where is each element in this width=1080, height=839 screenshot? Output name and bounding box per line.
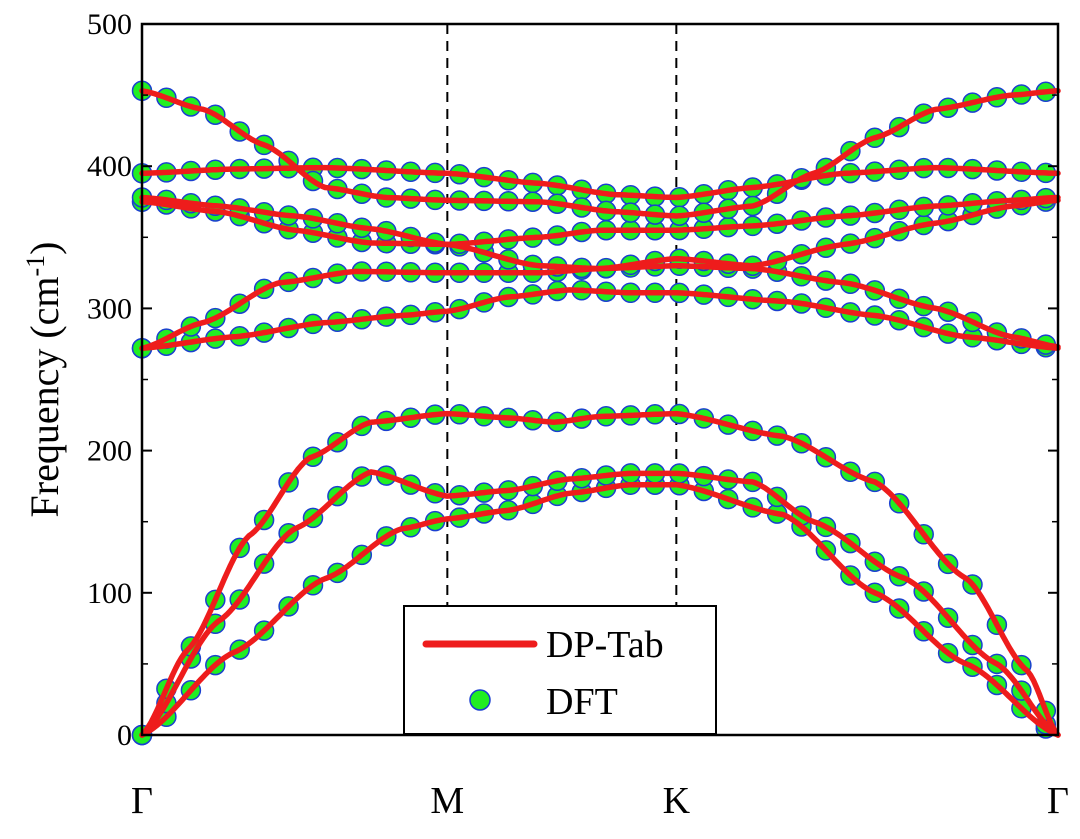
band-line-5 [139,197,1061,272]
legend: DP-Tab DFT [403,605,717,735]
y-tick-label: 300 [87,292,132,325]
band-line-3 [139,287,1061,351]
band-line-2 [139,410,1061,738]
y-tick-label: 400 [87,150,132,183]
legend-box [403,605,717,735]
y-axis-ticks: 0 100 200 300 400 500 [87,8,1058,752]
x-tick-label-0: Γ [131,780,153,822]
band-line-6 [139,194,1061,248]
legend-label-dp-tab: DP-Tab [546,624,664,666]
y-tick-label: 500 [87,8,132,41]
legend-marker-swatch [469,689,491,711]
y-tick-label: 200 [87,435,132,468]
x-tick-label-1: M [430,780,464,822]
band-line-1 [139,469,1061,738]
x-tick-label-2: K [663,780,691,822]
y-tick-label: 0 [117,719,132,752]
y-axis-label: Frequency (cm-1) [21,241,67,517]
y-tick-label: 100 [87,577,132,610]
band-line-0 [139,481,1061,738]
band-line-8 [139,88,1061,219]
legend-label-dft: DFT [546,681,618,723]
x-tick-label-3: Γ [1047,780,1069,822]
dp-tab-bands [139,88,1061,738]
